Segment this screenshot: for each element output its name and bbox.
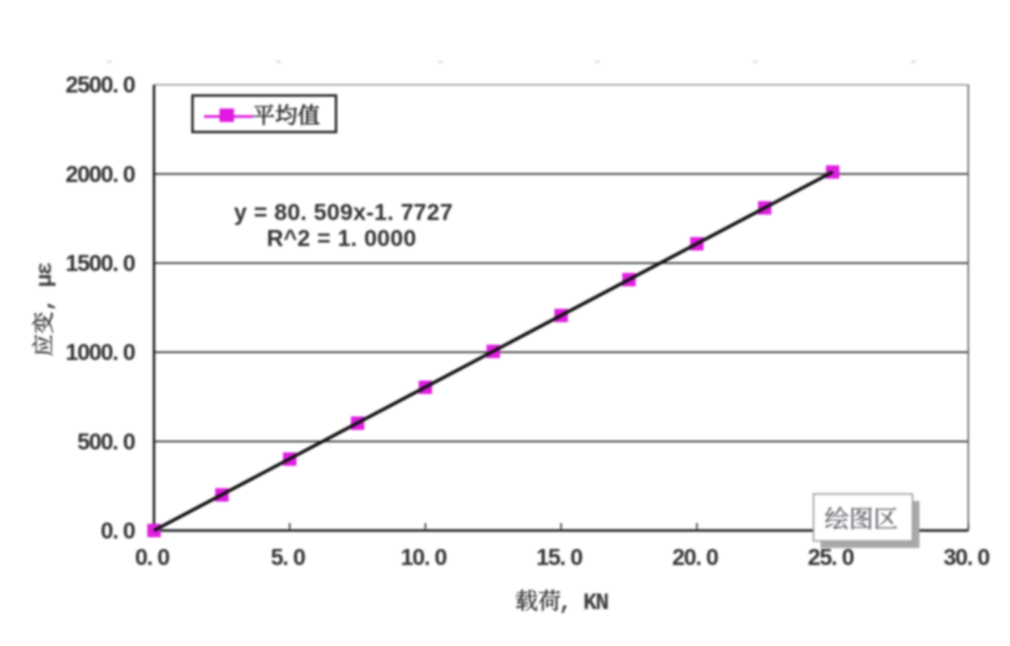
svg-text:20. 0: 20. 0 xyxy=(672,544,718,570)
svg-text:25. 0: 25. 0 xyxy=(808,544,854,570)
svg-text:1000. 0: 1000. 0 xyxy=(66,339,135,365)
svg-text:10. 0: 10. 0 xyxy=(401,544,447,570)
svg-text:, KN: , KN xyxy=(559,590,609,616)
svg-text:5. 0: 5. 0 xyxy=(271,544,305,570)
svg-text:y = 80. 509x-1. 7727: y = 80. 509x-1. 7727 xyxy=(234,199,453,225)
svg-text:2000. 0: 2000. 0 xyxy=(66,161,135,187)
svg-text:500. 0: 500. 0 xyxy=(77,428,135,454)
svg-text:0. 0: 0. 0 xyxy=(135,544,169,570)
svg-text:30. 0: 30. 0 xyxy=(943,544,989,570)
svg-text:0. 0: 0. 0 xyxy=(101,517,135,543)
svg-text:15. 0: 15. 0 xyxy=(536,544,582,570)
svg-text:, με: , με xyxy=(32,262,58,311)
svg-text:1500. 0: 1500. 0 xyxy=(66,250,135,276)
svg-text:2500. 0: 2500. 0 xyxy=(66,72,135,98)
svg-text:R^2 = 1. 0000: R^2 = 1. 0000 xyxy=(267,225,417,251)
